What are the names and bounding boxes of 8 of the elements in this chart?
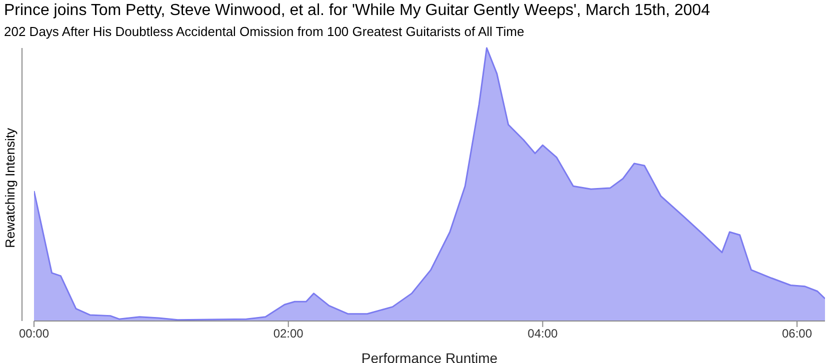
x-tick-label: 06:00 [782,326,812,341]
chart-subtitle: 202 Days After His Doubtless Accidental Omission from 100 Greatest Guitarists of All Time [4,24,524,39]
y-axis-title: Rewatching Intensity [2,128,18,248]
x-tick-label: 00:00 [18,326,50,341]
x-tick-label: 04:00 [528,326,558,341]
chart-title: Prince joins Tom Petty, Steve Winwood, et al. for 'While My Guitar Gently Weeps', March 15th, 2004 [4,2,710,20]
x-axis-title: Performance Runtime [361,350,498,363]
x-tick-label: 02:00 [273,326,304,341]
